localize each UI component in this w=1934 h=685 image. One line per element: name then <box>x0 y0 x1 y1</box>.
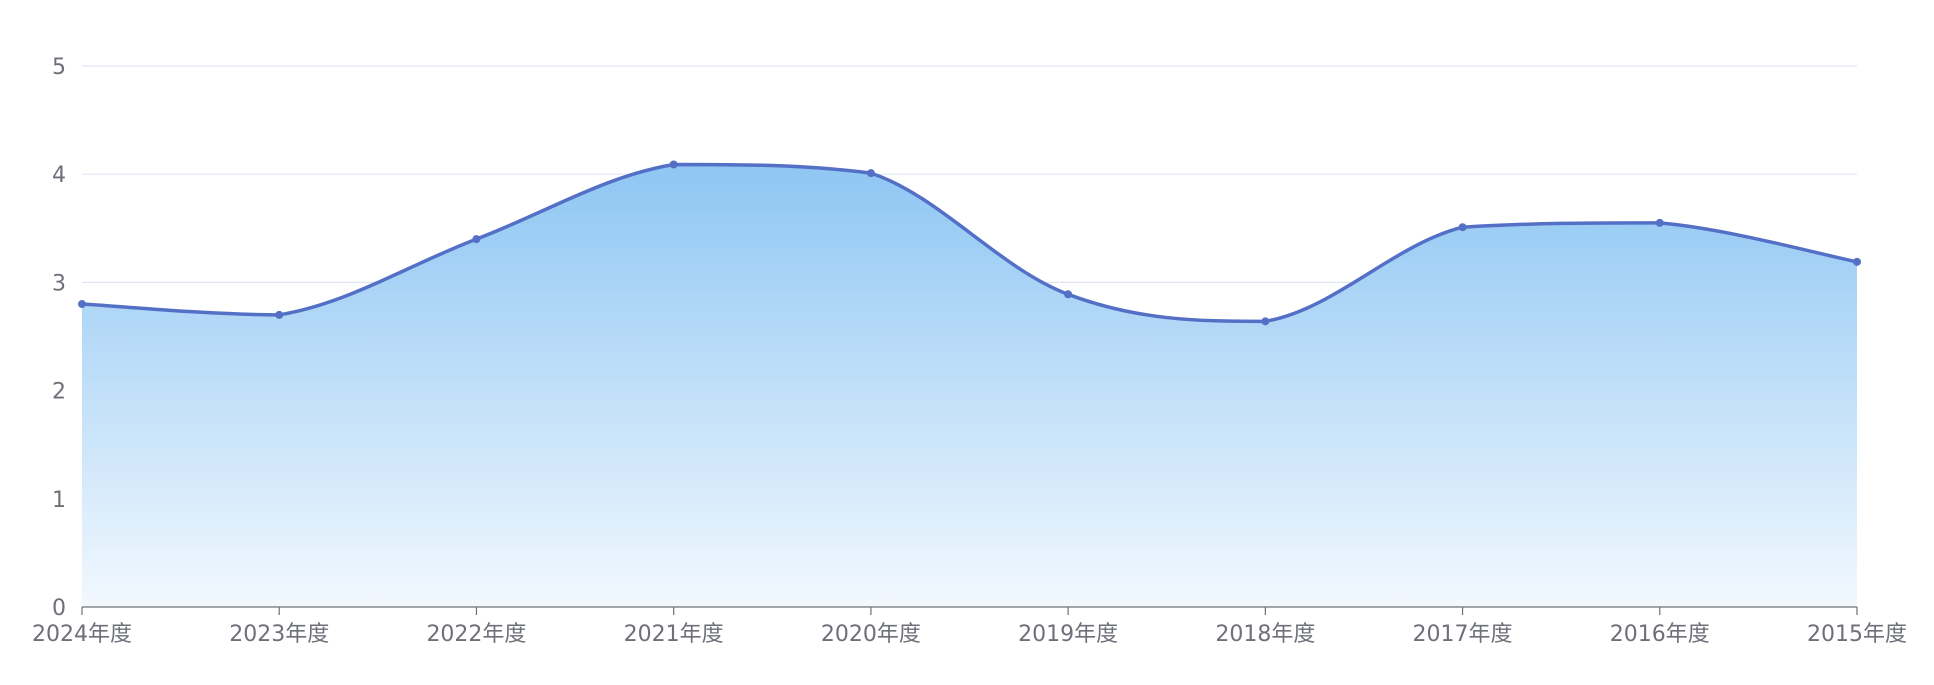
x-tick-label: 2016年度 <box>1610 622 1710 647</box>
area-layer <box>82 164 1857 607</box>
line-layer <box>81 162 1858 324</box>
x-tick-label: 2019年度 <box>1018 622 1118 647</box>
x-tick-label: 2020年度 <box>821 622 921 647</box>
x-tick-label: 2022年度 <box>426 622 526 647</box>
y-tick-label: 0 <box>52 596 66 621</box>
x-tick-label: 2021年度 <box>624 622 724 647</box>
data-point[interactable] <box>275 310 284 319</box>
data-point[interactable] <box>1458 223 1467 232</box>
data-point[interactable] <box>866 169 875 178</box>
x-tick-label: 2017年度 <box>1413 622 1513 647</box>
data-point[interactable] <box>78 300 86 309</box>
axis-layer <box>81 606 1858 615</box>
data-point[interactable] <box>1853 257 1861 266</box>
data-point[interactable] <box>472 235 481 244</box>
y-tick-label: 3 <box>52 271 66 296</box>
x-tick-label: 2023年度 <box>229 622 329 647</box>
x-tick-label: 2018年度 <box>1215 622 1315 647</box>
data-point[interactable] <box>1064 290 1073 299</box>
point-layer <box>78 160 1861 326</box>
x-tick-label: 2024年度 <box>32 622 132 647</box>
y-tick-label: 5 <box>52 55 66 80</box>
data-point[interactable] <box>669 160 678 169</box>
y-tick-label: 4 <box>52 163 66 188</box>
data-point[interactable] <box>1655 218 1664 227</box>
data-point[interactable] <box>1261 317 1270 326</box>
series-area <box>82 164 1857 607</box>
y-tick-label: 1 <box>52 488 66 513</box>
series-line <box>81 162 1858 324</box>
x-tick-label: 2015年度 <box>1807 622 1907 647</box>
label-layer: 0 1 2 3 4 5 2024年度 2023年度 2022年度 2021年度 2020年度 2019… <box>32 55 1907 647</box>
y-tick-label: 2 <box>52 380 66 405</box>
